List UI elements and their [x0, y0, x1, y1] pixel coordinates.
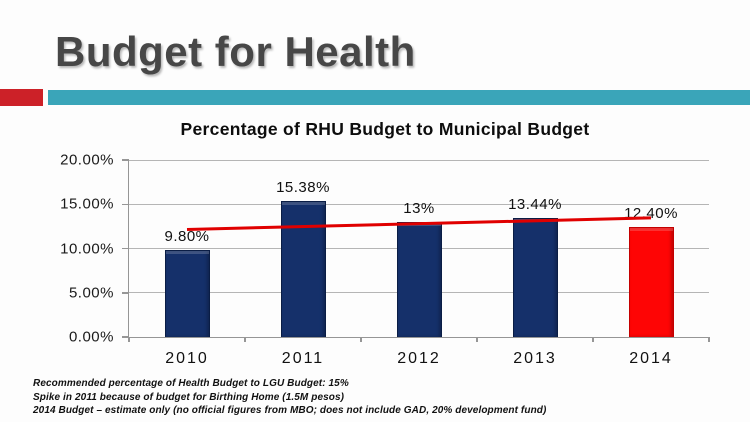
gridline [129, 203, 709, 205]
footnote-line: 2014 Budget – estimate only (no official… [33, 405, 547, 416]
y-axis-tick [122, 203, 129, 205]
x-axis-tick [708, 337, 710, 342]
x-axis-label: 2010 [165, 350, 209, 367]
x-axis-tick [360, 337, 362, 342]
accent-teal-bar [48, 90, 750, 105]
y-axis-tick [122, 336, 129, 338]
bar-value-label: 15.38% [276, 178, 330, 196]
y-axis-tick [122, 292, 129, 294]
gridline [129, 160, 709, 161]
bar [396, 221, 442, 337]
footnote-line: Recommended percentage of Health Budget … [33, 378, 349, 389]
bar-value-label: 9.80% [164, 228, 210, 246]
y-axis-label: 15.00% [60, 195, 114, 213]
y-axis-label: 10.00% [60, 240, 114, 257]
plot-area: 9.80% 2010 15.38% 2011 13% 2012 13.44% 2013 12.4… [122, 159, 710, 367]
footnote-line: Spike in 2011 because of budget for Birt… [33, 391, 345, 403]
x-axis-label: 2011 [281, 350, 325, 367]
bar-value-label: 13% [403, 199, 435, 217]
bar [512, 218, 558, 337]
accent-red-block [0, 89, 43, 106]
bar-value-label: 13.44% [508, 196, 562, 214]
y-axis-tick [122, 247, 129, 250]
footnotes: Recommended percentage of Health Budget … [33, 377, 546, 418]
bar [628, 227, 674, 337]
x-axis-tick [592, 337, 594, 342]
x-axis-label: 2014 [629, 350, 673, 367]
x-axis-label: 2012 [397, 350, 441, 367]
x-axis-label: 2013 [513, 350, 557, 367]
x-axis-tick [476, 337, 478, 342]
slide-title: Budget for Health [55, 28, 416, 75]
x-axis-tick [128, 337, 130, 342]
y-axis-label: 0.00% [68, 328, 114, 346]
bar [280, 200, 326, 337]
chart-title: Percentage of RHU Budget to Municipal Bu… [180, 119, 590, 139]
y-axis-labels: 20.00% 15.00% 10.00% 5.00% 0.00% [0, 152, 116, 346]
bar [164, 250, 210, 337]
y-axis-label: 20.00% [60, 151, 114, 169]
y-axis-tick [122, 159, 129, 161]
trendline [186, 216, 652, 231]
x-axis-tick [244, 337, 246, 342]
y-axis-label: 5.00% [68, 284, 114, 302]
